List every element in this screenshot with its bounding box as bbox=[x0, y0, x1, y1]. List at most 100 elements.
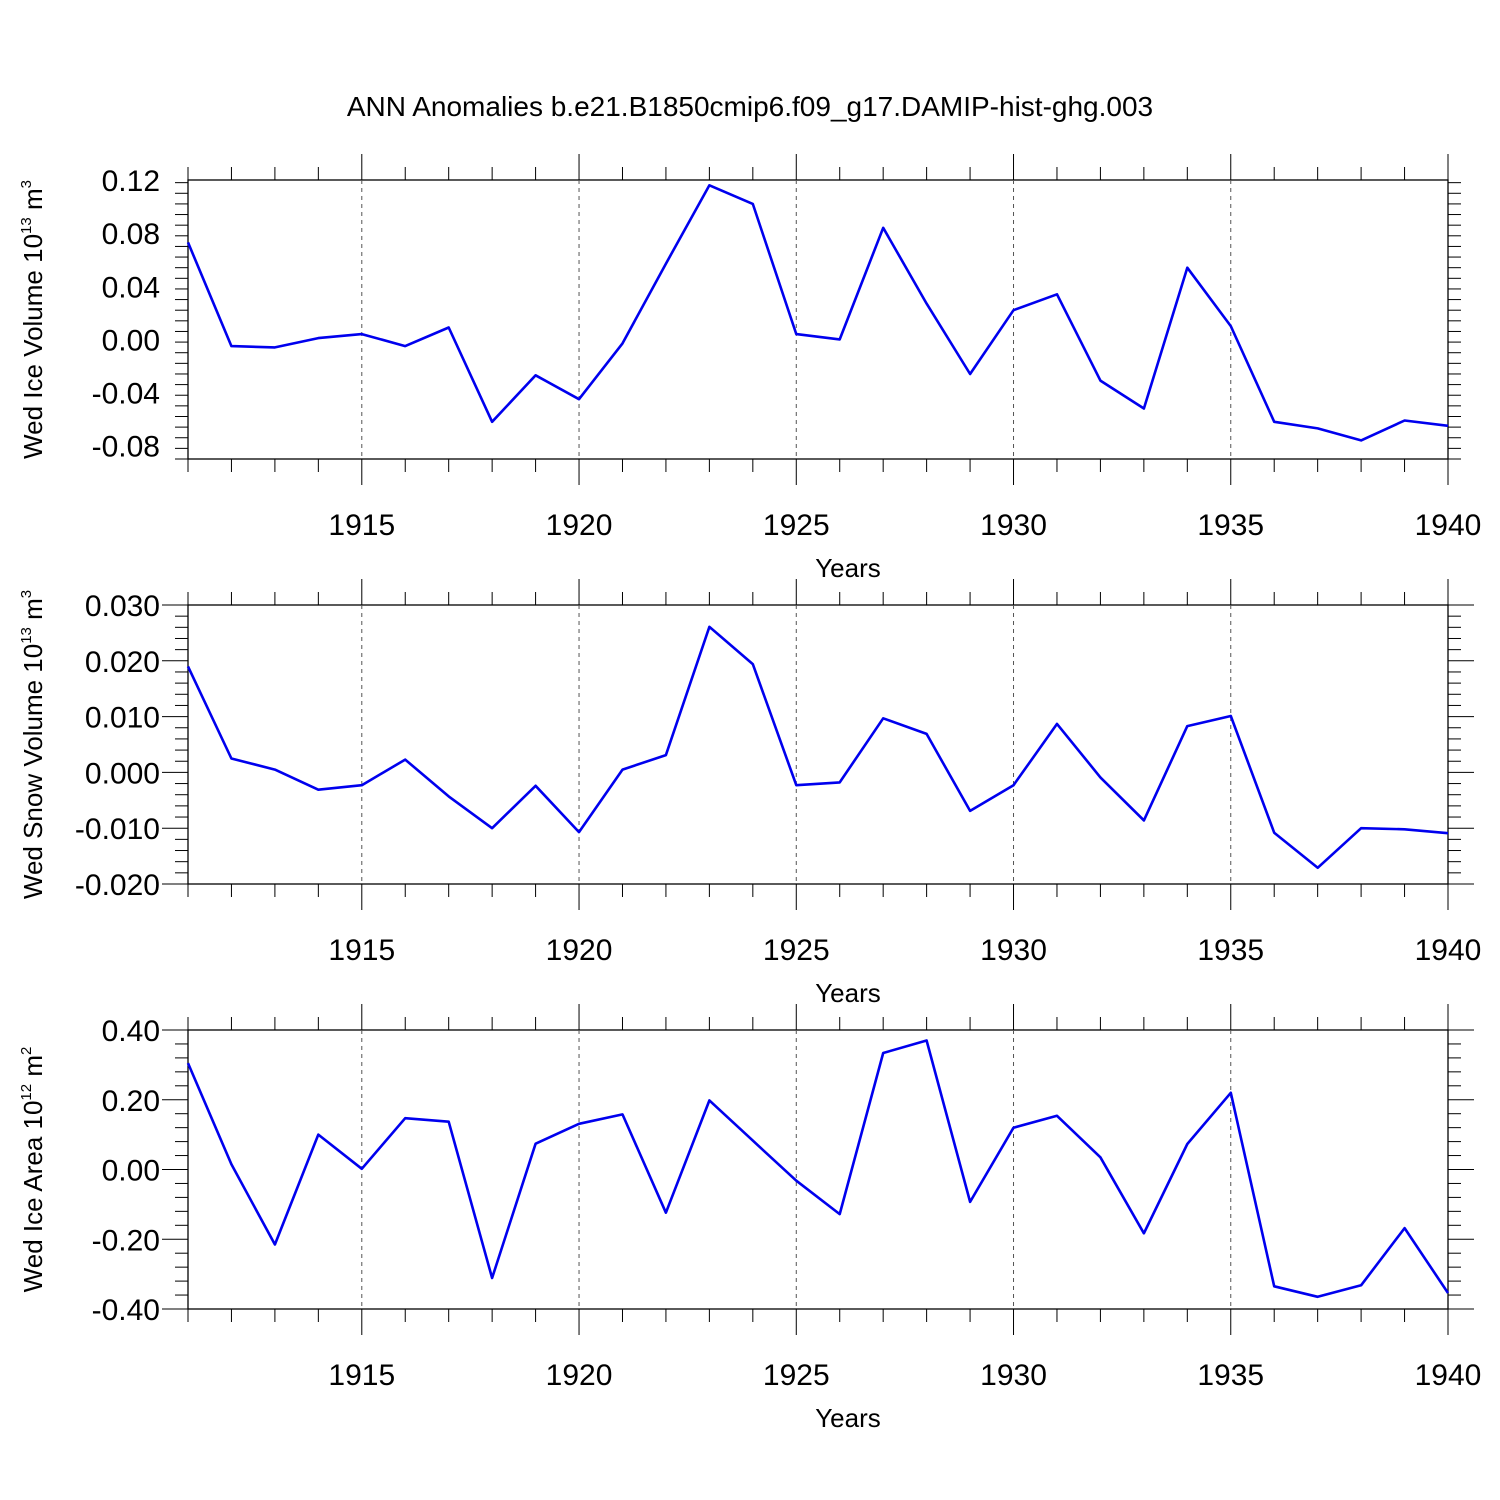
data-point bbox=[447, 325, 451, 329]
data-point bbox=[968, 372, 972, 376]
data-point bbox=[968, 809, 972, 813]
data-point bbox=[664, 262, 668, 266]
data-point bbox=[490, 420, 494, 424]
data-point bbox=[1316, 426, 1320, 430]
data-point bbox=[1316, 866, 1320, 870]
data-point bbox=[534, 373, 538, 377]
data-point bbox=[273, 345, 277, 349]
data-point bbox=[1316, 1295, 1320, 1299]
x-axis-label: Years bbox=[815, 1403, 881, 1433]
y-axis-label: Wed Ice Volume 1013 m3 bbox=[18, 180, 48, 459]
data-point bbox=[403, 1116, 407, 1120]
series-line bbox=[186, 625, 1449, 870]
data-point bbox=[664, 1211, 668, 1215]
y-tick-label: -0.020 bbox=[75, 869, 160, 902]
y-tick-label: 0.12 bbox=[102, 165, 160, 198]
data-point bbox=[534, 784, 538, 788]
data-point bbox=[1403, 1226, 1407, 1230]
data-point bbox=[707, 1098, 711, 1102]
data-point bbox=[273, 1242, 277, 1246]
y-tick-label: -0.40 bbox=[92, 1294, 160, 1327]
data-point bbox=[751, 202, 755, 206]
data-point bbox=[1359, 438, 1363, 442]
data-point bbox=[360, 332, 364, 336]
data-point bbox=[838, 337, 842, 341]
data-point bbox=[1272, 831, 1276, 835]
y-tick-label: 0.08 bbox=[102, 218, 160, 251]
data-point bbox=[403, 344, 407, 348]
data-point bbox=[1359, 826, 1363, 830]
data-point bbox=[1012, 1126, 1016, 1130]
y-tick-label: 0.010 bbox=[85, 702, 160, 735]
x-tick-label: 1940 bbox=[1415, 1359, 1482, 1392]
data-point bbox=[1012, 308, 1016, 312]
data-point bbox=[1446, 831, 1450, 835]
data-point bbox=[447, 794, 451, 798]
data-point bbox=[1403, 827, 1407, 831]
chart-title: ANN Anomalies b.e21.B1850cmip6.f09_g17.D… bbox=[347, 91, 1153, 122]
data-point bbox=[1142, 407, 1146, 411]
data-point bbox=[360, 783, 364, 787]
data-point bbox=[751, 1139, 755, 1143]
x-tick-label: 1925 bbox=[763, 1359, 830, 1392]
data-point bbox=[534, 1142, 538, 1146]
panel-1: 0.12 0.08 0.04 0.00 -0.04 -0.08 1915 1920 1925 19… bbox=[18, 154, 1481, 583]
y-tick-label: -0.20 bbox=[92, 1224, 160, 1257]
y-tick-label: 0.000 bbox=[85, 757, 160, 790]
data-point bbox=[577, 397, 581, 401]
data-point bbox=[620, 341, 624, 345]
y-tick-label: 0.40 bbox=[102, 1015, 160, 1048]
data-point bbox=[1272, 1284, 1276, 1288]
y-tick-label: 0.030 bbox=[85, 590, 160, 623]
data-point bbox=[1098, 379, 1102, 383]
x-tick-label: 1915 bbox=[328, 509, 395, 542]
data-point bbox=[447, 1120, 451, 1124]
data-point bbox=[881, 716, 885, 720]
data-point bbox=[273, 768, 277, 772]
panel-3: 0.40 0.20 0.00 -0.20 -0.40 1915 1920 1925 1930 19… bbox=[18, 1004, 1481, 1433]
x-tick-label: 1935 bbox=[1197, 1359, 1264, 1392]
data-point bbox=[229, 1162, 233, 1166]
data-point bbox=[620, 1112, 624, 1116]
data-point bbox=[1012, 783, 1016, 787]
x-tick-label: 1935 bbox=[1197, 934, 1264, 967]
data-point bbox=[186, 240, 190, 244]
x-tick-label: 1930 bbox=[980, 1359, 1047, 1392]
data-point bbox=[490, 1276, 494, 1280]
y-axis-label: Wed Ice Area 1012 m2 bbox=[18, 1047, 48, 1293]
data-point bbox=[1229, 324, 1233, 328]
data-point bbox=[1142, 1231, 1146, 1235]
data-point bbox=[751, 662, 755, 666]
data-point bbox=[925, 732, 929, 736]
data-point bbox=[1403, 418, 1407, 422]
data-point bbox=[316, 336, 320, 340]
x-tick-label: 1915 bbox=[328, 1359, 395, 1392]
data-point bbox=[1359, 1283, 1363, 1287]
data-point bbox=[794, 332, 798, 336]
y-tick-label: 0.020 bbox=[85, 646, 160, 679]
data-point bbox=[1185, 724, 1189, 728]
data-point bbox=[968, 1200, 972, 1204]
data-point bbox=[1446, 1291, 1450, 1295]
y-axis-label: Wed Snow Volume 1013 m3 bbox=[18, 590, 48, 899]
plot-frame bbox=[187, 1029, 1449, 1310]
x-tick-label: 1930 bbox=[980, 509, 1047, 542]
data-point bbox=[794, 783, 798, 787]
x-tick-label: 1920 bbox=[546, 509, 613, 542]
data-point bbox=[1229, 1091, 1233, 1095]
y-tick-label: -0.08 bbox=[92, 431, 160, 464]
data-point bbox=[403, 758, 407, 762]
data-point bbox=[1098, 1155, 1102, 1159]
x-tick-label: 1940 bbox=[1415, 934, 1482, 967]
y-tick-label: -0.04 bbox=[92, 378, 160, 411]
x-tick-label: 1925 bbox=[763, 934, 830, 967]
plot-frame bbox=[187, 604, 1449, 885]
data-point bbox=[1229, 714, 1233, 718]
y-tick-label: 0.20 bbox=[102, 1085, 160, 1118]
data-point bbox=[1055, 1114, 1059, 1118]
data-point bbox=[360, 1167, 364, 1171]
data-point bbox=[620, 768, 624, 772]
data-point bbox=[925, 1038, 929, 1042]
data-point bbox=[881, 226, 885, 230]
